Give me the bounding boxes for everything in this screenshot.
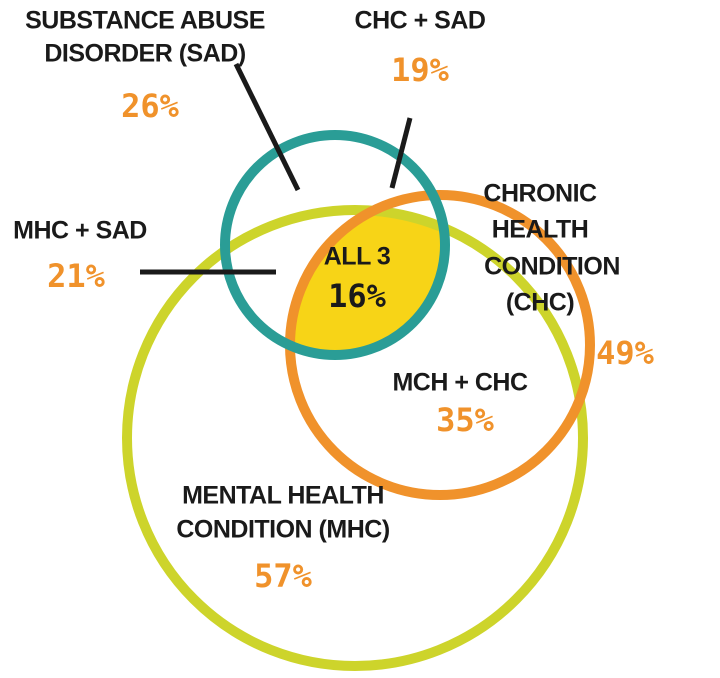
sad-circle [220,130,450,360]
overlap-label: MHC + SAD [13,217,147,245]
set-label: HEALTH [492,216,589,244]
overlap-label: CHC + SAD [355,7,486,35]
set-label: SUBSTANCE ABUSE [25,7,265,35]
set-label: DISORDER (SAD) [44,40,246,68]
overlap-label: MCH + CHC [392,369,528,397]
overlap-value: 35% [436,401,495,439]
set-label: (CHC) [506,289,574,317]
mhc-circle [122,205,588,671]
overlap-value: 21% [47,257,106,295]
pointer-line [233,62,301,192]
set-label: CONDITION [484,253,620,281]
pointer-line [389,117,413,189]
overlap-value: 16% [328,277,387,315]
all-three-region [290,210,445,355]
set-label: MENTAL HEALTH [182,482,384,510]
overlap-value: 19% [391,51,450,89]
set-label: CONDITION (MHC) [176,516,389,544]
set-value: 26% [121,87,180,125]
overlap-label: ALL 3 [324,243,391,271]
set-value: 57% [254,557,313,595]
set-label: CHRONIC [483,180,597,208]
set-value: 49% [596,334,655,372]
